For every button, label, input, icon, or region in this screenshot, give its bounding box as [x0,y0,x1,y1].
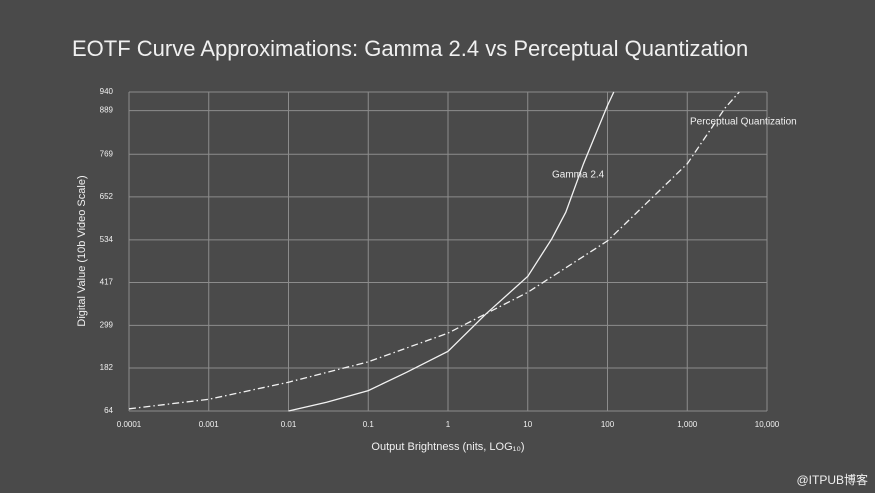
series-line [128,91,740,410]
series-label: Perceptual Quantization [690,117,797,128]
y-tick-label: 64 [104,406,113,415]
y-tick-label: 182 [100,363,114,372]
x-tick-label: 0.001 [199,420,220,429]
x-tick-label: 10,000 [755,420,780,429]
y-tick-label: 652 [100,192,114,201]
series-line [288,91,615,412]
series-label: Gamma 2.4 [552,170,605,181]
y-tick-label: 889 [100,106,114,115]
y-tick-label: 417 [100,278,114,287]
y-tick-label: 534 [100,235,114,244]
x-tick-label: 0.0001 [117,420,142,429]
y-axis-label: Digital Value (10b Video Scale) [76,175,88,326]
y-tick-label: 769 [100,149,114,158]
watermark: @ITPUB博客 [796,472,868,487]
y-tick-label: 299 [100,321,114,330]
x-tick-label: 1 [446,420,451,429]
x-tick-label: 1,000 [677,420,698,429]
y-tick-label: 940 [100,87,114,96]
chart-title: EOTF Curve Approximations: Gamma 2.4 vs … [72,36,748,61]
x-tick-label: 0.1 [363,420,375,429]
x-tick-label: 100 [601,420,615,429]
x-tick-label: 0.01 [281,420,297,429]
x-axis-label: Output Brightness (nits, LOG₁₀) [371,441,524,453]
x-tick-label: 10 [523,420,532,429]
